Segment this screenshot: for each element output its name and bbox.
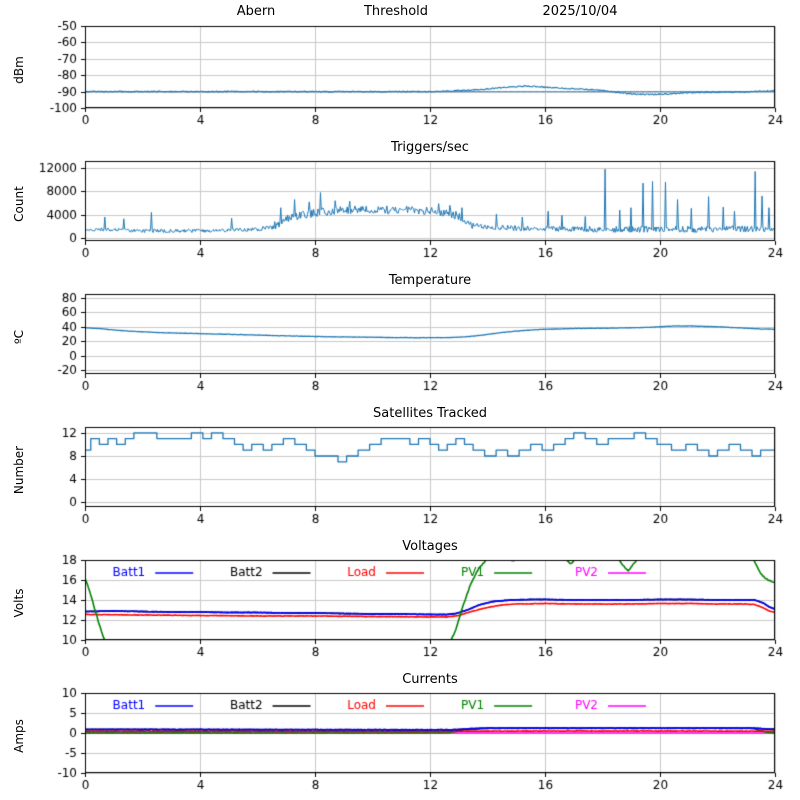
chart-satellites: Satellites Tracked Number [0,401,800,534]
ylabel-amps: Amps [12,719,26,754]
satellites-title: Satellites Tracked [373,406,487,421]
satellites-plot [0,401,800,534]
voltages-plot [0,534,800,667]
currents-title: Currents [402,672,458,687]
triggers-title: Triggers/sec [391,140,469,155]
voltages-title: Voltages [402,539,458,554]
ylabel-celsius: ºC [12,330,26,345]
chart-voltages: Voltages Volts [0,534,800,667]
signal-dbm-plot [0,0,800,135]
chart-signal-dbm: Abern Threshold 2025/10/04 dBm [0,0,800,135]
chart-temperature: Temperature ºC [0,268,800,401]
currents-plot [0,667,800,800]
ylabel-dbm: dBm [12,56,26,84]
chart-currents: Currents Amps [0,667,800,800]
ylabel-number: Number [12,446,26,495]
ylabel-count: Count [12,186,26,222]
temperature-plot [0,268,800,401]
ylabel-volts: Volts [12,588,26,618]
triggers-plot [0,135,800,268]
chart-triggers: Triggers/sec Count [0,135,800,268]
temperature-title: Temperature [388,273,472,288]
